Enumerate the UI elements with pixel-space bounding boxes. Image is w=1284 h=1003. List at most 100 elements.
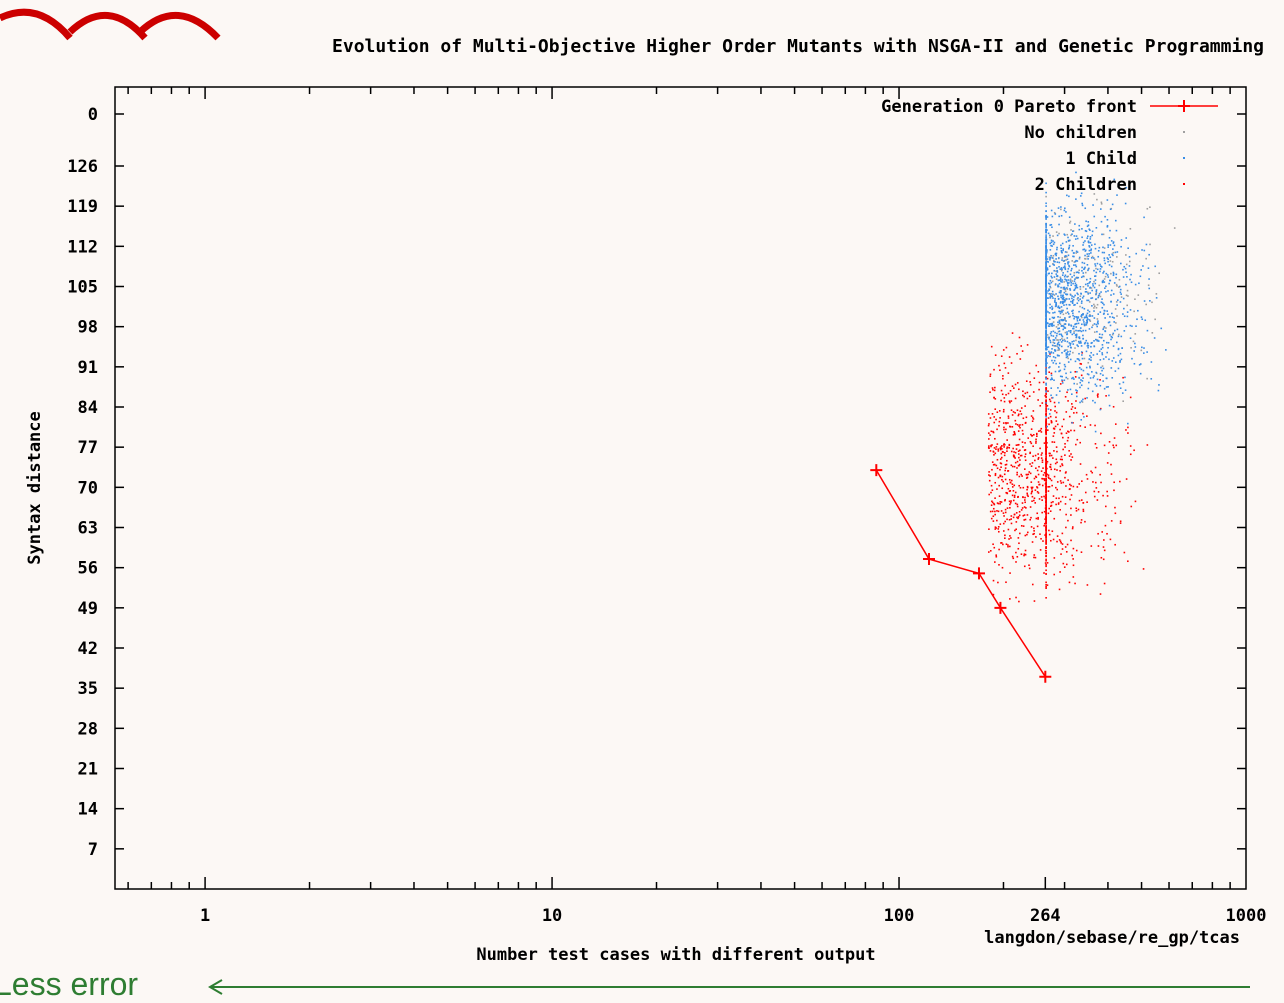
scatter-point bbox=[1079, 341, 1082, 344]
scatter-point bbox=[1045, 559, 1047, 562]
scatter-point bbox=[1140, 316, 1143, 318]
scatter-point bbox=[1015, 528, 1017, 531]
scatter-point bbox=[1079, 463, 1082, 465]
pareto-point bbox=[922, 553, 935, 566]
scatter-point bbox=[1005, 393, 1007, 396]
scatter-point bbox=[1050, 420, 1053, 422]
scatter-point bbox=[1040, 537, 1042, 540]
scatter-point bbox=[1045, 555, 1047, 558]
scatter-point bbox=[1004, 537, 1006, 540]
scatter-point bbox=[1091, 289, 1093, 292]
scatter-point bbox=[1048, 398, 1051, 401]
scatter-point bbox=[1016, 382, 1019, 384]
scatter-point bbox=[1069, 342, 1072, 345]
scatter-point bbox=[1063, 298, 1066, 301]
scatter-point bbox=[1072, 325, 1075, 328]
scatter-point bbox=[1045, 521, 1047, 524]
scatter-point bbox=[1035, 433, 1038, 436]
scatter-point bbox=[1005, 581, 1007, 584]
scatter-point bbox=[1063, 379, 1066, 382]
scatter-point bbox=[1064, 476, 1066, 479]
scatter-point bbox=[1051, 226, 1053, 229]
scatter-point bbox=[994, 354, 997, 356]
scatter-point bbox=[1110, 473, 1113, 475]
scatter-point bbox=[1108, 404, 1111, 407]
scatter-point bbox=[1032, 391, 1035, 393]
scatter-point bbox=[1031, 495, 1034, 498]
scatter-point bbox=[1072, 376, 1074, 379]
scatter-point bbox=[1131, 357, 1133, 360]
scatter-point bbox=[1038, 381, 1041, 384]
scatter-point bbox=[1118, 285, 1121, 288]
scatter-point bbox=[1045, 293, 1047, 296]
scatter-point bbox=[1139, 372, 1142, 375]
scatter-point bbox=[1045, 223, 1047, 226]
scatter-point bbox=[1148, 253, 1150, 256]
scatter-point bbox=[1009, 490, 1012, 492]
scatter-point bbox=[1141, 249, 1143, 251]
scatter-point bbox=[1081, 354, 1083, 356]
scatter-point bbox=[1045, 241, 1047, 244]
scatter-point bbox=[1048, 325, 1051, 328]
scatter-point bbox=[1045, 534, 1047, 537]
scatter-point bbox=[1071, 299, 1074, 302]
scatter-point bbox=[1055, 335, 1058, 337]
scatter-point bbox=[1015, 551, 1017, 554]
scatter-point bbox=[1091, 305, 1093, 307]
scatter-point bbox=[1058, 333, 1061, 336]
scatter-point bbox=[1147, 267, 1150, 269]
scatter-point bbox=[1072, 351, 1074, 354]
scatter-point bbox=[1045, 353, 1048, 356]
scatter-point bbox=[992, 593, 995, 596]
scatter-point bbox=[1068, 342, 1071, 344]
scatter-point bbox=[1078, 256, 1081, 259]
scatter-point bbox=[1080, 302, 1083, 304]
scatter-point bbox=[1066, 352, 1068, 354]
scatter-point bbox=[1077, 329, 1079, 332]
scatter-point bbox=[1119, 301, 1122, 303]
scatter-point bbox=[1048, 272, 1051, 275]
scatter-point bbox=[1039, 404, 1042, 407]
scatter-point bbox=[1060, 208, 1062, 211]
scatter-point bbox=[1110, 265, 1113, 268]
scatter-point bbox=[1148, 278, 1150, 280]
scatter-point bbox=[1085, 288, 1087, 290]
scatter-point bbox=[1046, 377, 1049, 380]
scatter-point bbox=[1098, 284, 1101, 287]
scatter-point bbox=[1045, 442, 1047, 445]
scatter-point bbox=[1081, 204, 1084, 207]
scatter-point bbox=[1045, 263, 1047, 266]
scatter-point bbox=[1064, 263, 1066, 265]
scatter-point bbox=[1000, 466, 1002, 468]
scatter-point bbox=[1039, 429, 1042, 432]
scatter-point bbox=[1050, 351, 1052, 354]
scatter-point bbox=[1065, 259, 1067, 261]
scatter-point bbox=[1054, 283, 1057, 285]
scatter-point bbox=[1045, 563, 1047, 566]
scatter-point bbox=[1080, 521, 1082, 524]
scatter-point bbox=[1107, 321, 1110, 324]
scatter-point bbox=[1053, 379, 1055, 382]
scatter-point bbox=[1075, 391, 1078, 394]
scatter-point bbox=[1108, 358, 1110, 361]
scatter-point bbox=[1002, 422, 1005, 424]
scatter-point bbox=[1090, 249, 1092, 252]
scatter-point bbox=[1060, 341, 1063, 343]
scatter-point bbox=[1045, 250, 1047, 252]
scatter-point bbox=[1034, 459, 1036, 462]
pareto-front-line bbox=[875, 469, 1046, 678]
scatter-point bbox=[1064, 278, 1066, 281]
scatter-point bbox=[1065, 471, 1067, 473]
scatter-point bbox=[1021, 350, 1024, 352]
scatter-point bbox=[1113, 321, 1116, 323]
scatter-point bbox=[1053, 475, 1056, 478]
scatter-point bbox=[1082, 412, 1084, 415]
scatter-point bbox=[1064, 395, 1067, 398]
scatter-point bbox=[1045, 451, 1047, 454]
scatter-point bbox=[1094, 481, 1097, 484]
scatter-point bbox=[1028, 372, 1031, 375]
scatter-point bbox=[1091, 390, 1094, 393]
scatter-point bbox=[1038, 388, 1040, 391]
scatter-point bbox=[1120, 293, 1122, 295]
scatter-point bbox=[1012, 411, 1015, 413]
